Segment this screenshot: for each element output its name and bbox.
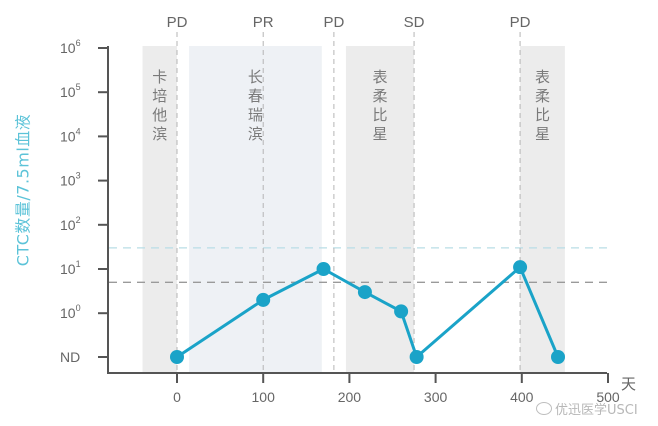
data-point: [551, 350, 566, 364]
response-marker-label: PR: [253, 14, 274, 31]
x-tick-label: 0: [173, 389, 181, 405]
watermark: 优迅医学USCI: [536, 399, 638, 418]
treatment-band-label: 柔: [535, 87, 550, 105]
treatment-band: [142, 46, 177, 372]
x-tick-label: 100: [252, 389, 276, 405]
series-line: [176, 265, 560, 359]
y-axis-label: CTC数量/7.5ml血液: [13, 113, 32, 267]
treatment-band-label: 滨: [152, 125, 167, 143]
y-tick-label: 101: [60, 259, 81, 277]
axes: [107, 46, 607, 374]
treatment-band-label: 星: [535, 125, 550, 143]
treatment-band: [189, 46, 322, 372]
data-point: [316, 262, 331, 276]
treatment-band-label: 表: [372, 68, 387, 86]
treatment-band-label: 星: [372, 125, 387, 143]
y-tick-label: 106: [60, 38, 81, 56]
ctc-series: [170, 260, 566, 364]
x-axis-ticks: 0 100 200 300 400 500: [173, 373, 620, 405]
response-marker-label: PD: [323, 14, 344, 31]
treatment-band-label: 春: [248, 87, 263, 105]
data-point: [170, 350, 184, 364]
y-axis-ticks: ND 100 101 102 103 104 105 106: [60, 38, 108, 365]
x-tick-label: 500: [596, 389, 620, 405]
data-point: [513, 260, 528, 275]
treatment-band-label: 表: [535, 68, 550, 86]
treatment-bands: [142, 46, 565, 372]
data-point: [256, 292, 271, 307]
treatment-band-label: 比: [535, 106, 550, 124]
response-marker-label: PD: [167, 14, 188, 31]
y-tick-label: 105: [60, 82, 81, 100]
x-axis-label: 天: [621, 375, 636, 393]
treatment-band-label: 瑞: [248, 106, 263, 124]
treatment-band-label: 培: [152, 87, 167, 105]
x-tick-label: 400: [510, 389, 534, 405]
wechat-icon: [536, 402, 552, 415]
response-marker-label: SD: [404, 14, 425, 31]
response-markers: PD PR PD SD PD: [167, 14, 531, 373]
treatment-band-label: 他: [152, 106, 167, 124]
treatment-band-label: 比: [372, 106, 387, 124]
treatment-band-label: 柔: [372, 87, 387, 105]
y-tick-label: 100: [60, 303, 81, 321]
treatment-band-label: 卡: [152, 68, 167, 86]
y-tick-label: 104: [60, 126, 81, 144]
response-marker-label: PD: [510, 14, 531, 31]
y-tick-label: 103: [60, 171, 81, 189]
treatment-band-label: 长: [248, 68, 263, 86]
data-point: [394, 304, 409, 319]
data-point: [357, 285, 372, 300]
treatment-band-label: 滨: [248, 125, 263, 143]
y-tick-label: ND: [60, 349, 80, 365]
data-point: [409, 350, 424, 364]
x-tick-label: 200: [338, 389, 362, 405]
x-tick-label: 300: [424, 389, 448, 405]
y-tick-label: 102: [60, 215, 81, 233]
